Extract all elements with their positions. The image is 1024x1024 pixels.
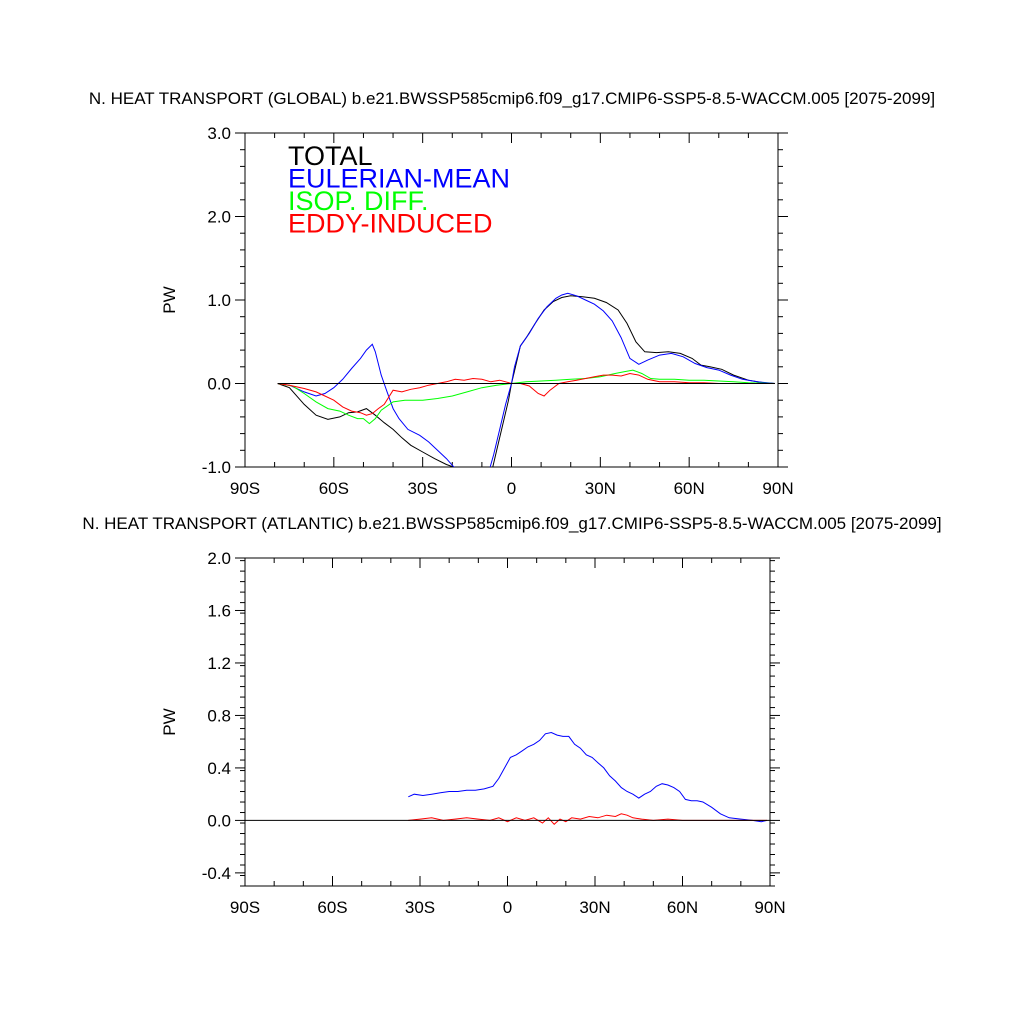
global-x-tick-label: 60S	[319, 479, 349, 498]
chart-title-atlantic: N. HEAT TRANSPORT (ATLANTIC) b.e21.BWSSP…	[82, 514, 942, 533]
global-y-tick-label: 0.0	[207, 375, 231, 394]
global-y-tick-label: 2.0	[207, 208, 231, 227]
global-y-tick-label: 3.0	[207, 124, 231, 143]
legend-entry-total: TOTAL	[288, 141, 373, 171]
global-x-tick-label: 90S	[230, 479, 260, 498]
legend-entry-isop-diff: ISOP. DIFF.	[288, 186, 429, 216]
global-series-eulerian-mean-line	[277, 292, 776, 467]
global-x-tick-label: 60N	[674, 479, 705, 498]
global-series-isop-diff-line	[277, 369, 776, 425]
legend-entry-eddy-induced: EDDY-INDUCED	[288, 209, 493, 239]
global-x-tick-label: 0	[507, 479, 516, 498]
global-series-eddy-induced-line	[277, 372, 775, 416]
global-series-total-line	[277, 295, 776, 467]
global-x-tick-label: 30N	[585, 479, 616, 498]
global-y-axis-label: PW	[160, 286, 179, 313]
chart-title-global: N. HEAT TRANSPORT (GLOBAL) b.e21.BWSSP58…	[88, 89, 936, 108]
global-x-tick-label: 90N	[762, 479, 793, 498]
global-x-tick-label: 30S	[408, 479, 438, 498]
global-y-tick-label: -1.0	[202, 458, 231, 477]
legend-entry-eulerian-mean: EULERIAN-MEAN	[288, 164, 510, 194]
global-y-tick-label: 1.0	[207, 291, 231, 310]
